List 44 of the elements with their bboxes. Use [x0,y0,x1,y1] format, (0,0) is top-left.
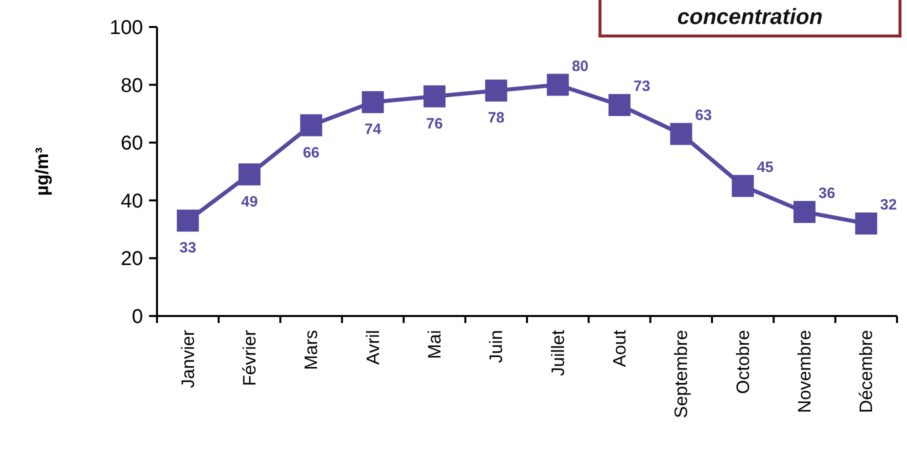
point [176,210,199,232]
data-label: 66 [302,144,320,162]
data-label: 45 [756,158,774,176]
y-tick-label: 100 [110,17,143,39]
x-tick-label: Mai [424,330,444,360]
data-label: 80 [572,58,589,75]
y-axis-title: µg/m³ [32,147,52,196]
data-label: 32 [880,196,897,214]
x-tick-label: Février [240,330,260,386]
data-label: 78 [488,110,505,127]
chart-title: concentration [677,4,823,29]
data-label: 74 [364,121,382,138]
point [362,91,384,114]
x-tick-label: Avril [362,330,383,365]
x-tick-label: Janvier [178,330,198,388]
data-label: 63 [695,106,712,124]
point [546,74,569,96]
y-tick-label: 40 [120,190,143,212]
point [300,114,322,136]
y-tick-label: 80 [120,74,143,97]
point [732,174,754,197]
point [670,122,692,145]
point [794,200,816,223]
x-tick-label: Juin [486,330,506,364]
x-tick-label: Juillet [548,330,568,376]
data-label: 36 [818,184,836,202]
x-tick-label: Septembre [671,330,692,418]
x-tick-label: Aout [610,330,630,368]
x-tick-label: Mars [301,330,322,370]
point [424,85,446,108]
data-label: 73 [634,78,650,96]
data-label: 49 [241,193,258,210]
point [238,163,260,186]
y-tick-label: 20 [120,248,143,270]
y-tick-label: 60 [120,132,143,155]
point [485,80,508,102]
point [855,212,878,235]
x-tick-label: Décembre [856,330,876,414]
data-label: 76 [426,115,443,132]
y-tick-label: 0 [132,306,143,328]
x-tick-label: Novembre [794,330,814,414]
point [608,94,630,116]
x-tick-label: Octobre [732,330,753,394]
data-label: 33 [179,240,196,257]
